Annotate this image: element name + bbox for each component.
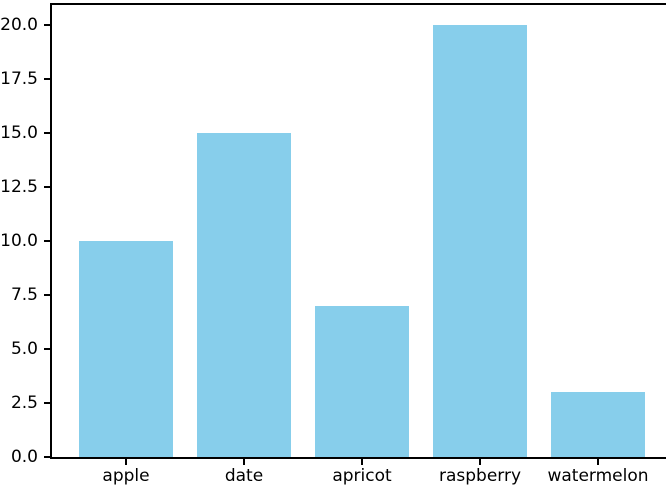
y-tick-mark [44, 185, 50, 188]
x-tick-label-raspberry: raspberry [438, 466, 522, 486]
y-tick-mark [44, 293, 50, 296]
bar-watermelon [551, 392, 645, 457]
x-tick-label-date: date [224, 466, 264, 486]
y-tick-label-10.0: 10.0 [0, 230, 38, 251]
y-tick-mark [44, 77, 50, 80]
x-tick-label-watermelon: watermelon [547, 466, 649, 486]
bar-raspberry [433, 24, 527, 457]
y-tick-label-7.5: 7.5 [10, 284, 38, 305]
bar-apple [79, 240, 173, 457]
y-tick-mark [44, 456, 50, 458]
x-tick-mark [361, 459, 363, 465]
x-tick-label-apricot: apricot [332, 466, 392, 486]
left-spine [50, 3, 52, 459]
x-tick-mark [479, 459, 481, 465]
bottom-spine [50, 457, 666, 459]
y-tick-mark [44, 131, 50, 134]
y-tick-mark [44, 401, 50, 404]
y-tick-label-0.0: 0.0 [10, 447, 38, 467]
y-tick-label-5.0: 5.0 [10, 338, 38, 359]
top-spine [50, 3, 666, 5]
y-tick-mark [44, 347, 50, 350]
y-tick-label-17.5: 17.5 [0, 68, 38, 89]
x-tick-mark [125, 459, 127, 465]
y-tick-mark [44, 23, 50, 26]
y-tick-mark [44, 239, 50, 242]
y-tick-label-12.5: 12.5 [0, 176, 38, 197]
bar-date [197, 132, 291, 457]
x-tick-label-apple: apple [102, 466, 150, 486]
x-tick-mark [243, 459, 245, 465]
y-tick-label-2.5: 2.5 [10, 392, 38, 413]
y-tick-label-20.0: 20.0 [0, 14, 38, 35]
x-tick-mark [597, 459, 599, 465]
y-tick-label-15.0: 15.0 [0, 122, 38, 143]
bar-apricot [315, 305, 409, 457]
